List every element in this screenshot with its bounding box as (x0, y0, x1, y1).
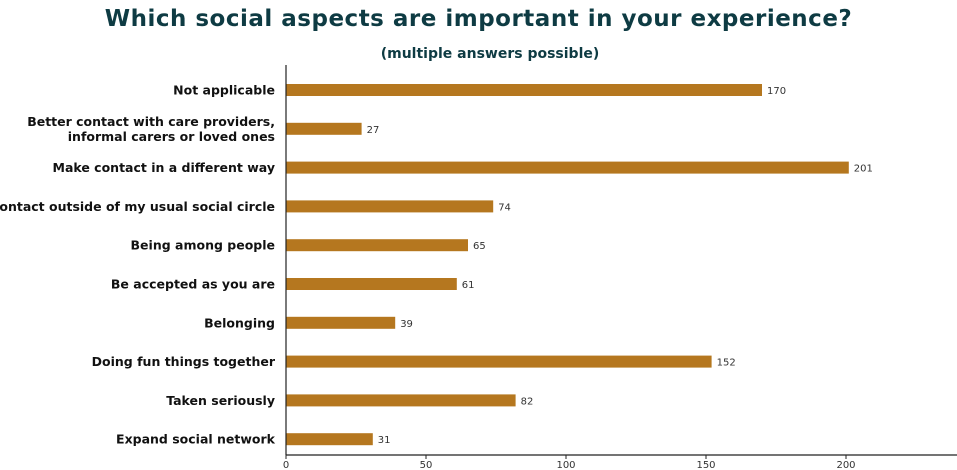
value-label: 82 (521, 396, 534, 407)
labels-layer: 170 Not applicable 27 Better contact with c… (0, 83, 873, 447)
chart-subtitle: (multiple answers possible) (380, 46, 600, 62)
bar (286, 239, 468, 252)
x-tick-label: 150 (696, 460, 715, 470)
category-label: Belonging (204, 315, 275, 330)
axis-layer: 0 50 100 150 200 (283, 65, 957, 470)
bars-layer (286, 84, 849, 446)
x-tick-label: 50 (420, 460, 433, 470)
bar (286, 355, 712, 368)
value-label: 61 (462, 280, 475, 291)
value-label: 65 (473, 241, 486, 252)
category-label: Better contact with care providers, (27, 114, 275, 129)
category-label: Contact outside of my usual social circl… (0, 199, 275, 214)
category-label: Be accepted as you are (111, 277, 275, 292)
bar (286, 394, 516, 407)
value-label: 170 (767, 86, 786, 97)
value-label: 39 (400, 319, 413, 330)
value-label: 74 (498, 202, 511, 213)
bar (286, 278, 457, 290)
category-label: Not applicable (173, 83, 275, 98)
category-label: Being among people (131, 238, 275, 253)
category-label: informal carers or loved ones (68, 129, 275, 144)
value-label: 201 (854, 164, 873, 175)
value-label: 152 (717, 358, 736, 369)
chart-title: Which social aspects are important in yo… (104, 6, 853, 32)
category-label: Make contact in a different way (53, 160, 276, 175)
x-tick-label: 200 (836, 460, 855, 470)
bar (286, 84, 762, 96)
value-label: 31 (378, 435, 391, 446)
value-label: 27 (367, 125, 380, 136)
bar (286, 161, 849, 174)
bar (286, 200, 494, 213)
category-label: Taken seriously (166, 393, 275, 408)
category-label: Doing fun things together (92, 354, 276, 369)
category-label: Expand social network (116, 432, 276, 447)
bar (286, 122, 362, 135)
x-tick-label: 0 (283, 460, 289, 470)
bar (286, 316, 396, 329)
bar (286, 433, 373, 446)
x-tick-label: 100 (556, 460, 575, 470)
